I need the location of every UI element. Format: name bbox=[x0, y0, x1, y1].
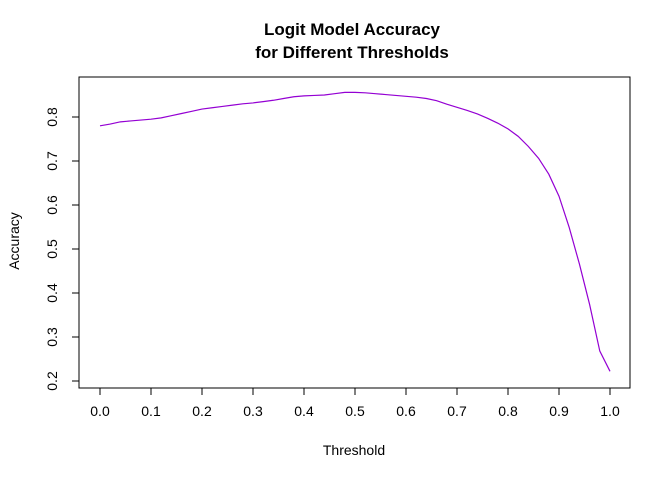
x-tick-label: 0.1 bbox=[141, 403, 161, 419]
x-tick-label: 0.2 bbox=[192, 403, 212, 419]
x-tick-label: 0.9 bbox=[549, 403, 569, 419]
x-tick-label: 0.3 bbox=[243, 403, 263, 419]
series-line-accuracy bbox=[99, 91, 611, 372]
y-tick-label: 0.7 bbox=[44, 151, 60, 171]
y-tick-label: 0.6 bbox=[44, 195, 60, 215]
x-tick-label: 1.0 bbox=[600, 403, 620, 419]
y-tick-label: 0.4 bbox=[44, 283, 60, 303]
x-tick-label: 0.5 bbox=[345, 403, 365, 419]
y-tick-label: 0.2 bbox=[44, 371, 60, 391]
y-tick-label: 0.8 bbox=[44, 107, 60, 127]
x-axis-title: Threshold bbox=[323, 442, 385, 458]
chart-title: Logit Model Accuracy bbox=[264, 20, 441, 39]
y-tick-label: 0.5 bbox=[44, 239, 60, 259]
y-axis-title: Accuracy bbox=[6, 212, 22, 270]
y-tick-label: 0.3 bbox=[44, 327, 60, 347]
x-tick-label: 0.0 bbox=[90, 403, 110, 419]
x-tick-label: 0.6 bbox=[396, 403, 416, 419]
plot-area-frame bbox=[78, 76, 631, 389]
y-axis: 0.2 0.3 0.4 0.5 0.6 0.7 0.8 bbox=[44, 107, 80, 391]
chart-subtitle: for Different Thresholds bbox=[255, 43, 449, 62]
x-tick-label: 0.8 bbox=[498, 403, 518, 419]
x-axis: 0.0 0.1 0.2 0.3 0.4 0.5 0.6 0.7 0.8 0.9 1.0 bbox=[90, 387, 620, 419]
x-tick-label: 0.7 bbox=[447, 403, 467, 419]
x-tick-label: 0.4 bbox=[294, 403, 314, 419]
